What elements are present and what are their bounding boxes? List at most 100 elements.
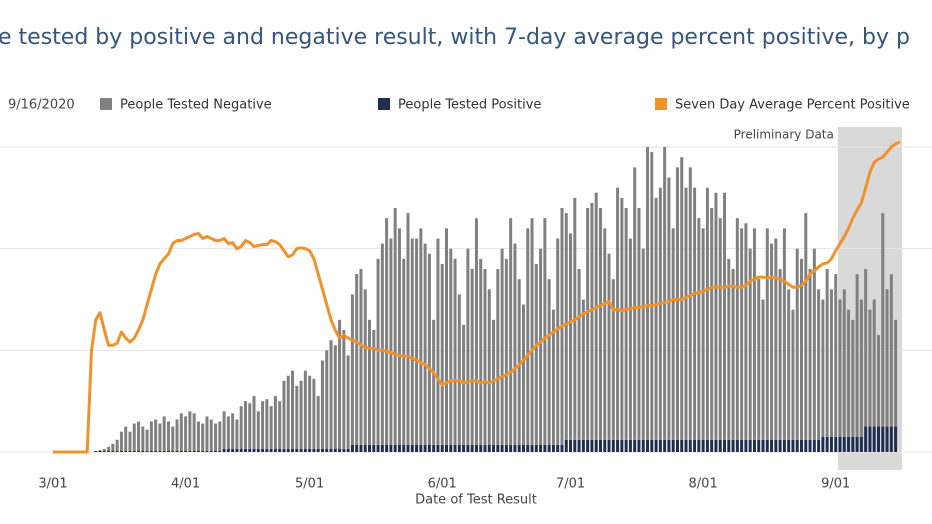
bar [286,375,290,449]
bar [675,439,679,452]
bar [252,448,256,452]
bar [261,448,265,452]
bar [239,406,243,449]
bar [171,450,175,452]
bar [637,208,641,440]
bar [338,319,342,449]
bar [723,192,727,440]
shade-label: Preliminary Data [734,128,834,142]
bar [825,436,829,452]
bar [376,258,380,445]
bar [573,439,577,452]
bar [462,444,466,452]
bar [333,448,337,452]
bar [603,228,607,440]
bar [291,370,295,449]
bar [701,228,705,440]
bar [346,448,350,452]
bar [338,448,342,452]
bar [291,448,295,452]
bar [368,444,372,452]
bar [594,192,598,440]
bar [778,269,782,440]
bar [885,426,889,452]
bar [791,439,795,452]
x-tick-label: 6/01 [428,477,457,492]
bar [654,197,658,440]
bar [107,446,111,451]
bar [671,228,675,440]
bar [701,439,705,452]
bar [504,444,508,452]
bar [376,444,380,452]
x-tick-label: 5/01 [295,477,324,492]
bar [876,335,880,427]
bar [406,444,410,452]
bar [235,448,239,452]
bar [787,439,791,452]
bar [821,299,825,437]
bar [808,439,812,452]
x-tick-label: 9/01 [821,477,850,492]
bar [265,399,269,449]
bar [226,416,230,449]
bar [303,370,307,449]
bar [718,218,722,440]
bar [633,167,637,440]
bar [598,439,602,452]
bar [693,187,697,440]
bar [705,439,709,452]
bar [705,187,709,440]
bar [748,248,752,440]
bar [243,401,247,449]
bar [658,439,662,452]
bar [864,426,868,452]
bar [620,197,624,440]
bar [834,274,838,437]
bar [145,429,149,451]
bar [838,299,842,437]
bar [252,396,256,449]
bar [432,444,436,452]
bar [500,444,504,452]
bar [616,187,620,440]
bar [419,444,423,452]
bar [119,431,123,451]
bar [363,444,367,452]
bar [175,450,179,452]
bar [641,248,645,440]
legend-label: People Tested Negative [120,98,272,113]
bar [205,416,209,451]
bar [149,421,153,451]
bar [449,248,453,445]
bar [590,202,594,440]
bar [688,439,692,452]
bar [859,436,863,452]
bar [825,269,829,437]
bar [663,439,667,452]
bar [149,450,153,452]
bar [817,289,821,440]
bar [402,258,406,445]
bar [312,448,316,452]
bar [423,444,427,452]
bar [273,448,277,452]
bar [697,439,701,452]
bar [564,439,568,452]
bar [372,330,376,445]
bar [261,401,265,449]
bar [265,448,269,452]
bar [111,443,115,451]
bar [740,228,744,440]
bar [577,269,581,440]
bar [312,378,316,449]
bar [329,448,333,452]
bar [359,269,363,445]
bar [723,439,727,452]
bar [667,177,671,440]
bar [128,450,132,452]
bar [881,426,885,452]
bar [466,444,470,452]
bar [162,416,166,451]
bar [594,439,598,452]
